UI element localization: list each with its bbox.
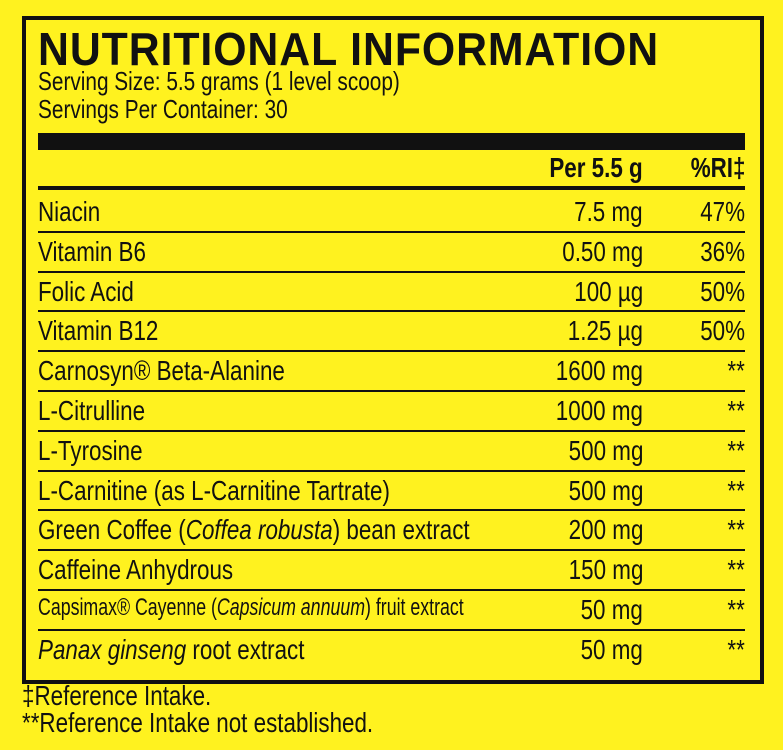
row-rule <box>38 469 745 472</box>
amount: 50 mg <box>580 594 643 625</box>
row-rule <box>38 589 745 591</box>
thick-bar <box>38 133 745 150</box>
name-part: Niacin <box>38 196 101 227</box>
row-rule <box>38 230 745 233</box>
name-part: Coffea robusta <box>185 514 333 546</box>
header-rule <box>38 186 745 190</box>
footnote: **Reference Intake not established. <box>22 707 374 738</box>
amount: 100 µg <box>574 275 643 307</box>
row-rule <box>38 390 745 392</box>
row-rule <box>38 310 745 313</box>
row-rule <box>38 350 745 353</box>
name-part: Panax ginseng <box>38 633 187 665</box>
name-part: L-Carnitine (as L-Carnitine Tartrate) <box>38 474 390 506</box>
row-rule <box>38 549 745 552</box>
nutrient-name: Caffeine Anhydrous <box>38 554 233 586</box>
ri-percent: ** <box>727 633 745 665</box>
ri-percent: ** <box>727 594 745 625</box>
name-part: Folic Acid <box>38 275 134 307</box>
name-part: Vitamin B12 <box>38 315 159 347</box>
name-part: L-Tyrosine <box>38 434 143 466</box>
nutrient-name: L-Citrulline <box>38 395 145 427</box>
amount: 7.5 mg <box>574 196 643 227</box>
amount: 150 mg <box>568 554 643 586</box>
name-part: L-Citrulline <box>38 395 146 426</box>
nutrient-name: L-Tyrosine <box>38 435 143 467</box>
border <box>22 16 764 684</box>
amount: 0.50 mg <box>562 235 643 267</box>
ri-percent: ** <box>727 434 745 466</box>
name-part: ) bean extract <box>332 514 470 546</box>
amount: 500 mg <box>568 474 643 506</box>
name-part: Carnosyn® Beta-Alanine <box>38 355 285 387</box>
nutrient-name: Panax ginseng root extract <box>38 634 304 666</box>
nutrient-name: Green Coffee (Coffea robusta) bean extra… <box>38 514 470 546</box>
column-header: %RI‡ <box>690 152 745 183</box>
row-rule <box>38 270 745 273</box>
amount: 1600 mg <box>555 355 643 387</box>
nutrient-name: Niacin <box>38 196 100 228</box>
nutrient-name: Carnosyn® Beta-Alanine <box>38 355 285 387</box>
ri-percent: ** <box>727 514 745 546</box>
ri-percent: 47% <box>700 196 745 227</box>
ri-percent: ** <box>727 395 745 426</box>
name-part: Caffeine Anhydrous <box>38 554 234 586</box>
name-part: root extract <box>186 633 305 665</box>
ri-percent: 50% <box>700 275 745 307</box>
ri-percent: ** <box>727 355 745 387</box>
ri-percent: 36% <box>700 235 745 267</box>
amount: 200 mg <box>568 514 643 546</box>
serving-size: Serving Size: 5.5 grams (1 level scoop) <box>38 66 400 96</box>
nutrient-name: Vitamin B12 <box>38 315 158 347</box>
ri-percent: ** <box>727 554 745 586</box>
footnote: ‡Reference Intake. <box>22 680 212 711</box>
nutrient-name: Folic Acid <box>38 276 134 308</box>
amount: 500 mg <box>568 434 643 466</box>
row-rule <box>38 429 745 432</box>
name-part: Green Coffee ( <box>38 514 186 546</box>
servings-per-container: Servings Per Container: 30 <box>38 94 288 124</box>
row-rule <box>38 628 745 631</box>
name-part: Capsimax® Cayenne ( <box>38 594 217 621</box>
row-rule <box>38 509 745 512</box>
title: NUTRITIONAL INFORMATION <box>38 23 660 75</box>
nutrient-name: Capsimax® Cayenne (Capsicum annuum) frui… <box>38 594 464 622</box>
column-header: Per 5.5 g <box>549 152 643 183</box>
amount: 1.25 µg <box>567 315 643 347</box>
name-part: Vitamin B6 <box>38 235 146 267</box>
name-part: Capsicum annuum <box>216 594 365 621</box>
ri-percent: 50% <box>700 315 745 347</box>
name-part: ) fruit extract <box>364 594 464 621</box>
nutrient-name: L-Carnitine (as L-Carnitine Tartrate) <box>38 475 390 507</box>
amount: 1000 mg <box>555 395 643 426</box>
amount: 50 mg <box>580 633 643 665</box>
ri-percent: ** <box>727 474 745 506</box>
nutrient-name: Vitamin B6 <box>38 236 146 268</box>
